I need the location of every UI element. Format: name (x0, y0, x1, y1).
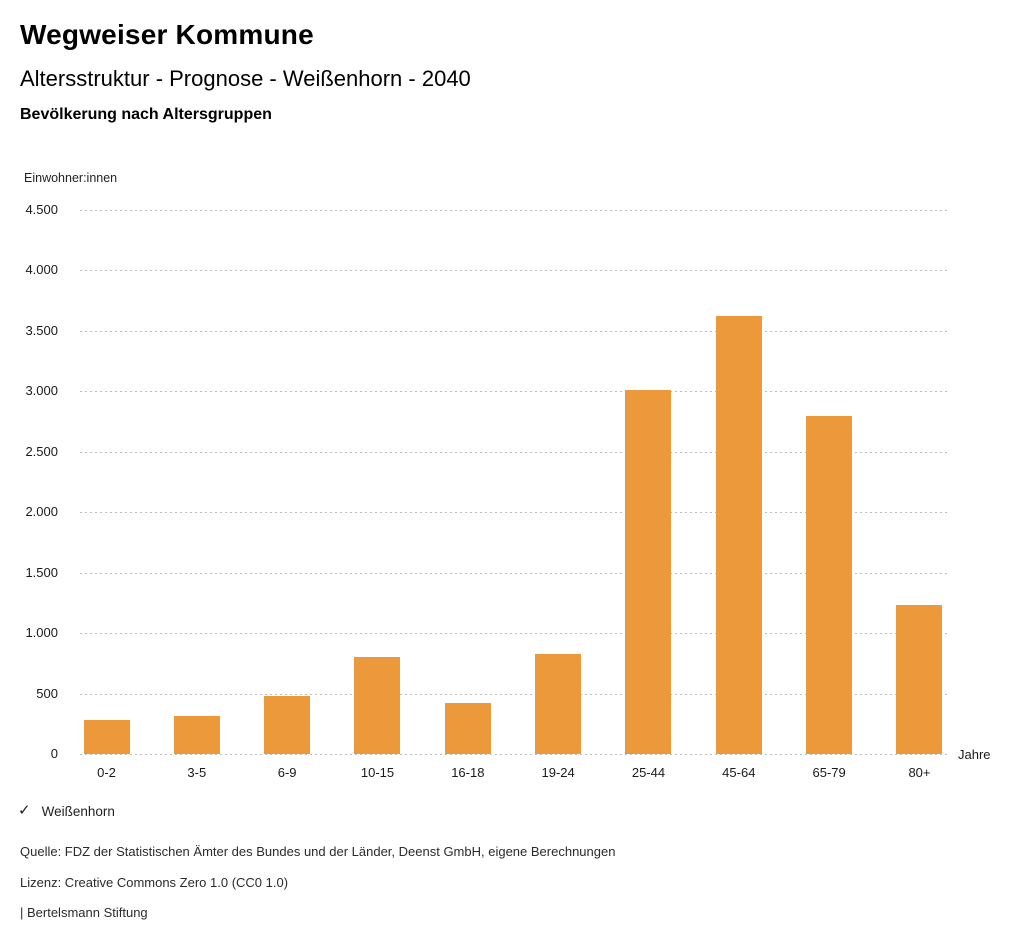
gridline (80, 270, 950, 272)
x-tick-label: 80+ (908, 765, 931, 780)
legend-check-icon[interactable]: ✓ (18, 802, 31, 819)
gridline (80, 451, 950, 453)
gridline (80, 330, 950, 332)
x-tick-label: 10-15 (360, 765, 395, 780)
y-tick-label: 500 (36, 685, 58, 701)
bar-19-24[interactable] (535, 653, 582, 754)
x-tick-label: 19-24 (541, 765, 575, 780)
y-tick-label: 4.000 (25, 262, 58, 278)
y-tick-label: 0 (50, 746, 58, 761)
app-title: Wegweiser Kommune (20, 19, 314, 50)
x-tick-label: 6-9 (277, 765, 297, 780)
y-tick-label: 1.500 (25, 564, 58, 580)
gridline (80, 754, 950, 755)
bar-3-5[interactable] (173, 715, 220, 754)
gridline (80, 693, 950, 695)
y-tick-label: 3.500 (25, 322, 58, 338)
legend[interactable]: ✓ Weißenhorn (18, 803, 115, 819)
bar-16-18[interactable] (444, 703, 491, 754)
gridline (80, 391, 950, 393)
x-axis-title: Jahre (958, 747, 991, 762)
bar-10-15[interactable] (354, 656, 401, 754)
gridline (80, 512, 950, 514)
x-tick-label: 16-18 (451, 765, 485, 780)
bar-6-9[interactable] (264, 695, 311, 754)
bar-45-64[interactable] (715, 316, 762, 754)
attribution-text: | Bertelsmann Stiftung (20, 905, 148, 920)
gridline (80, 633, 950, 635)
y-tick-label: 4.500 (25, 202, 58, 217)
x-tick-label: 45-64 (722, 765, 756, 780)
x-tick-label: 25-44 (631, 765, 666, 780)
y-tick-label: 1.000 (25, 625, 58, 641)
source-text: Quelle: FDZ der Statistischen Ämter des … (20, 844, 616, 859)
x-tick-label: 0-2 (97, 765, 116, 780)
bar-0-2[interactable] (83, 720, 130, 754)
y-tick-label: 2.500 (25, 443, 58, 459)
legend-label: Weißenhorn (41, 803, 115, 819)
y-tick-label: 2.000 (25, 504, 58, 520)
chart-title: Altersstruktur - Prognose - Weißenhorn -… (20, 66, 471, 91)
bar-65-79[interactable] (806, 415, 853, 754)
y-tick-label: 3.000 (25, 383, 58, 399)
x-tick-label: 65-79 (812, 765, 846, 780)
y-axis-title: Einwohner:innen (24, 171, 118, 185)
gridline (80, 210, 950, 211)
bar-25-44[interactable] (625, 389, 672, 754)
license-text: Lizenz: Creative Commons Zero 1.0 (CC0 1… (20, 875, 289, 890)
x-tick-label: 3-5 (187, 765, 207, 780)
bar-80+[interactable] (896, 605, 943, 754)
chart-subtitle: Bevölkerung nach Altersgruppen (20, 106, 272, 123)
gridline (80, 572, 950, 574)
